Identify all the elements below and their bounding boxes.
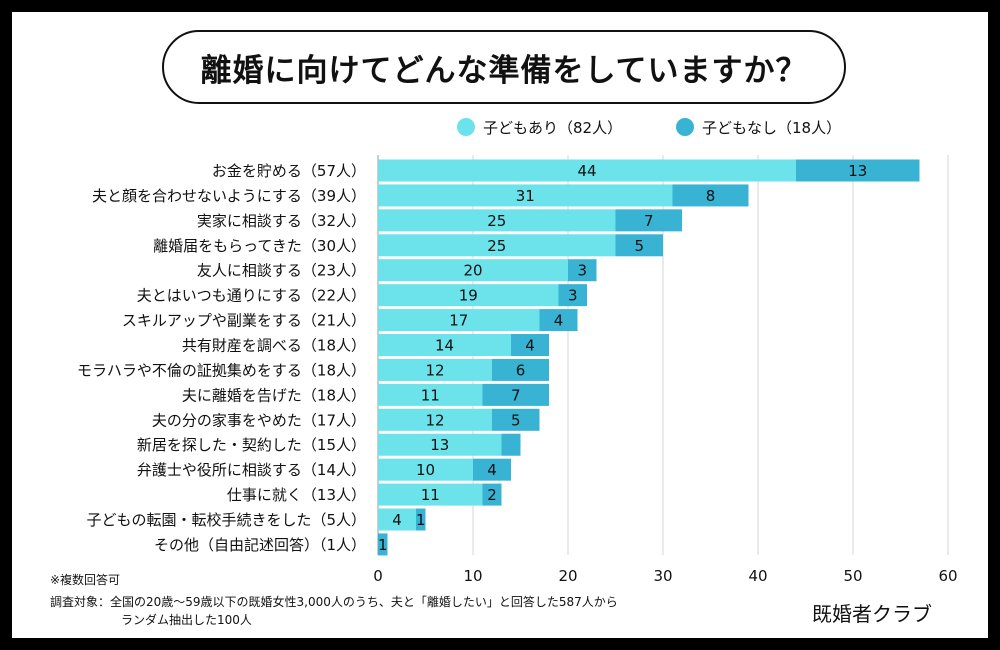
x-tick-label: 60 [938, 567, 957, 585]
category-label: 友人に相談する（23人） [197, 262, 366, 280]
bar-segment [492, 408, 540, 431]
bar-segment [378, 483, 483, 506]
bar-segment [378, 508, 416, 531]
category-label: 共有財産を調べる（18人） [182, 337, 366, 355]
bar-segment [378, 334, 511, 357]
data-label: 13 [430, 436, 449, 454]
category-label: 夫とはいつも通りにする（22人） [137, 287, 366, 305]
data-label: 25 [487, 237, 506, 255]
data-label: 10 [416, 461, 435, 479]
bar-segment [492, 358, 549, 381]
category-label: スキルアップや副業をする（21人） [122, 312, 366, 330]
bar-segment [416, 508, 426, 531]
data-label: 7 [511, 386, 521, 404]
bar-segment [378, 309, 540, 332]
bar-segment [378, 209, 616, 232]
data-label: 5 [634, 237, 644, 255]
bar-segment [378, 458, 473, 481]
category-label: 実家に相談する（32人） [197, 212, 366, 230]
bar-segment [672, 184, 749, 207]
data-label: 20 [463, 262, 482, 280]
x-tick-label: 20 [558, 567, 577, 585]
chart-title: 離婚に向けてどんな準備をしていますか？ [200, 52, 808, 89]
data-label: 6 [516, 361, 526, 379]
bar-segment [378, 358, 492, 381]
note-survey-target-cont: ランダム抽出した100人 [121, 613, 252, 627]
bar-segment [378, 408, 492, 431]
data-label: 1 [416, 511, 426, 529]
legend-label: 子どもあり（82人） [483, 119, 622, 137]
bar-segment [473, 458, 511, 481]
category-label: 新居を探した・契約した（15人） [137, 436, 366, 454]
data-label: 14 [435, 337, 454, 355]
bar-segment [501, 433, 521, 456]
bar-segment [558, 284, 587, 307]
bar-segment [378, 284, 559, 307]
legend-marker [457, 118, 475, 136]
note-multiple-answers: ※複数回答可 [50, 573, 121, 587]
category-label: 夫に離婚を告げた（18人） [182, 386, 366, 404]
bar-segment [378, 383, 483, 406]
category-label: 夫の分の家事をやめた（17人） [152, 411, 366, 429]
x-tick-label: 30 [653, 567, 672, 585]
title-box: 離婚に向けてどんな準備をしていますか？ [162, 30, 846, 104]
data-label: 12 [425, 411, 444, 429]
category-label: 離婚届をもらってきた（30人） [153, 237, 366, 255]
data-label: 17 [449, 312, 468, 330]
data-label: 13 [848, 162, 867, 180]
data-label: 11 [421, 486, 440, 504]
data-label: 5 [511, 411, 521, 429]
data-label: 12 [425, 361, 444, 379]
category-label: お金を貯める（57人） [212, 162, 366, 180]
data-label: 8 [706, 187, 716, 205]
data-label: 3 [568, 287, 578, 305]
x-tick-label: 40 [748, 567, 767, 585]
bar-segment [378, 234, 616, 257]
bar-segment [482, 383, 549, 406]
bar-segment [796, 159, 920, 182]
data-label: 2 [487, 486, 497, 504]
category-label: 子どもの転園・転校手続きをした（5人） [86, 511, 366, 529]
data-label: 1 [378, 536, 388, 554]
legend-label: 子どもなし（18人） [702, 119, 841, 137]
bar-segment [378, 433, 502, 456]
data-label: 25 [487, 212, 506, 230]
note-survey-target: 調査対象：全国の20歳〜59歳以下の既婚女性3,000人のうち、夫と「離婚したい… [50, 595, 618, 609]
data-label: 11 [421, 386, 440, 404]
category-label: 弁護士や役所に相談する（14人） [137, 461, 366, 479]
data-label: 4 [525, 337, 535, 355]
bar-segment [615, 234, 663, 257]
brand-logo-text: 既婚者クラブ [812, 602, 932, 626]
bar-segment [378, 159, 796, 182]
category-label: その他（自由記述回答）（1人） [154, 536, 366, 554]
data-label: 31 [516, 187, 535, 205]
bar-segment [378, 184, 673, 207]
bar-segment [378, 259, 568, 282]
data-label: 44 [577, 162, 596, 180]
category-label: 夫と顔を合わせないようにする（39人） [92, 187, 366, 205]
category-label: 仕事に就く（13人） [227, 486, 366, 504]
data-label: 4 [554, 312, 564, 330]
bar-segment [378, 533, 388, 556]
data-label: 4 [487, 461, 497, 479]
bar-segment [482, 483, 502, 506]
bar-segment [511, 334, 549, 357]
legend-marker [676, 118, 694, 136]
data-label: 7 [644, 212, 654, 230]
bar-segment [568, 259, 597, 282]
data-label: 3 [577, 262, 587, 280]
data-label: 19 [459, 287, 478, 305]
bar-segment [539, 309, 578, 332]
bar-segment [615, 209, 682, 232]
x-tick-label: 10 [463, 567, 482, 585]
x-tick-label: 0 [373, 567, 383, 585]
category-label: モラハラや不倫の証拠集めをする（18人） [77, 361, 366, 379]
data-label: 4 [392, 511, 402, 529]
x-tick-label: 50 [843, 567, 862, 585]
